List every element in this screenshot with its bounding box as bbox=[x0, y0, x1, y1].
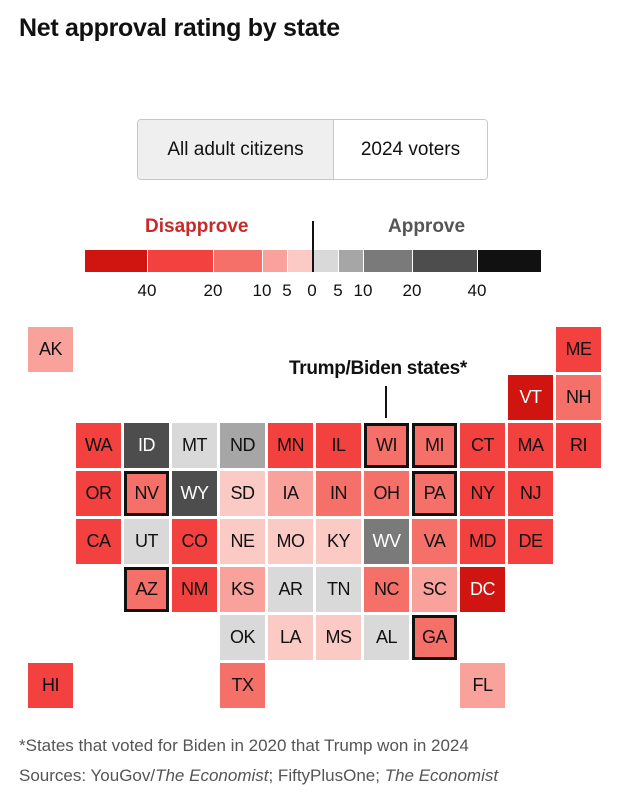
sources-italic-2: The Economist bbox=[384, 766, 499, 785]
state-tile-wi[interactable]: WI bbox=[364, 423, 409, 468]
legend-tick: 10 bbox=[252, 281, 272, 300]
state-tile-ks[interactable]: KS bbox=[220, 567, 265, 612]
state-tile-tn[interactable]: TN bbox=[316, 567, 361, 612]
legend-swatch bbox=[339, 250, 363, 272]
state-tile-nd[interactable]: ND bbox=[220, 423, 265, 468]
state-tile-mo[interactable]: MO bbox=[268, 519, 313, 564]
state-tile-ne[interactable]: NE bbox=[220, 519, 265, 564]
state-tile-ut[interactable]: UT bbox=[124, 519, 169, 564]
footnote: *States that voted for Biden in 2020 tha… bbox=[19, 736, 469, 755]
state-tile-ok[interactable]: OK bbox=[220, 615, 265, 660]
state-tile-wa[interactable]: WA bbox=[76, 423, 121, 468]
legend-swatch bbox=[364, 250, 412, 272]
sources-prefix: Sources: YouGov/ bbox=[19, 766, 156, 785]
legend-swatch bbox=[263, 250, 287, 272]
state-tile-ar[interactable]: AR bbox=[268, 567, 313, 612]
legend-tick: 20 bbox=[203, 281, 223, 300]
state-tile-nv[interactable]: NV bbox=[124, 471, 169, 516]
state-tile-co[interactable]: CO bbox=[172, 519, 217, 564]
audience-toggle[interactable]: All adult citizens 2024 voters bbox=[137, 119, 488, 180]
state-tile-sd[interactable]: SD bbox=[220, 471, 265, 516]
state-tile-dc[interactable]: DC bbox=[460, 567, 505, 612]
state-tile-md[interactable]: MD bbox=[460, 519, 505, 564]
state-tile-ia[interactable]: IA bbox=[268, 471, 313, 516]
state-tile-ny[interactable]: NY bbox=[460, 471, 505, 516]
state-tile-sc[interactable]: SC bbox=[412, 567, 457, 612]
state-tile-pa[interactable]: PA bbox=[412, 471, 457, 516]
state-tile-oh[interactable]: OH bbox=[364, 471, 409, 516]
sources: Sources: YouGov/The Economist; FiftyPlus… bbox=[19, 766, 498, 786]
legend-tick: 40 bbox=[137, 281, 157, 300]
legend-swatch bbox=[148, 250, 213, 272]
sources-mid: ; FiftyPlusOne; bbox=[268, 766, 385, 785]
state-tile-vt[interactable]: VT bbox=[508, 375, 553, 420]
state-tile-nh[interactable]: NH bbox=[556, 375, 601, 420]
legend-disapprove-label: Disapprove bbox=[145, 216, 249, 237]
legend-swatch bbox=[478, 250, 541, 272]
state-tile-ms[interactable]: MS bbox=[316, 615, 361, 660]
state-tile-ky[interactable]: KY bbox=[316, 519, 361, 564]
legend-swatch bbox=[313, 250, 338, 272]
state-tile-hi[interactable]: HI bbox=[28, 663, 73, 708]
toggle-2024-voters[interactable]: 2024 voters bbox=[334, 120, 487, 179]
page-title: Net approval rating by state bbox=[19, 14, 340, 42]
legend-approve-label: Approve bbox=[388, 216, 466, 237]
state-tile-mi[interactable]: MI bbox=[412, 423, 457, 468]
state-tile-mn[interactable]: MN bbox=[268, 423, 313, 468]
state-tile-de[interactable]: DE bbox=[508, 519, 553, 564]
state-tile-fl[interactable]: FL bbox=[460, 663, 505, 708]
legend-swatch bbox=[85, 250, 147, 272]
state-tile-ca[interactable]: CA bbox=[76, 519, 121, 564]
legend-tick: 10 bbox=[353, 281, 373, 300]
state-tile-va[interactable]: VA bbox=[412, 519, 457, 564]
toggle-all-adult-citizens[interactable]: All adult citizens bbox=[138, 120, 334, 179]
state-tile-wv[interactable]: WV bbox=[364, 519, 409, 564]
state-tile-ak[interactable]: AK bbox=[28, 327, 73, 372]
state-tile-nj[interactable]: NJ bbox=[508, 471, 553, 516]
annotation-line bbox=[385, 386, 387, 418]
state-tile-ga[interactable]: GA bbox=[412, 615, 457, 660]
annotation-trump-biden: Trump/Biden states* bbox=[289, 358, 468, 379]
state-tile-in[interactable]: IN bbox=[316, 471, 361, 516]
state-tile-mt[interactable]: MT bbox=[172, 423, 217, 468]
state-tile-tx[interactable]: TX bbox=[220, 663, 265, 708]
state-tile-me[interactable]: ME bbox=[556, 327, 601, 372]
legend-swatch bbox=[413, 250, 477, 272]
state-tile-al[interactable]: AL bbox=[364, 615, 409, 660]
legend-tick: 40 bbox=[467, 281, 487, 300]
state-tile-nm[interactable]: NM bbox=[172, 567, 217, 612]
legend-swatch bbox=[288, 250, 312, 272]
legend-tick: 0 bbox=[307, 281, 317, 300]
legend-zero-line bbox=[312, 221, 314, 272]
state-tile-la[interactable]: LA bbox=[268, 615, 313, 660]
legend-swatch bbox=[214, 250, 262, 272]
state-tile-id[interactable]: ID bbox=[124, 423, 169, 468]
state-tile-wy[interactable]: WY bbox=[172, 471, 217, 516]
state-tile-ct[interactable]: CT bbox=[460, 423, 505, 468]
state-tile-az[interactable]: AZ bbox=[124, 567, 169, 612]
state-tile-ri[interactable]: RI bbox=[556, 423, 601, 468]
sources-italic-1: The Economist bbox=[155, 766, 269, 785]
legend-tick: 5 bbox=[282, 281, 292, 300]
state-tile-il[interactable]: IL bbox=[316, 423, 361, 468]
state-tile-ma[interactable]: MA bbox=[508, 423, 553, 468]
legend-tick: 20 bbox=[402, 281, 422, 300]
state-tile-nc[interactable]: NC bbox=[364, 567, 409, 612]
legend-tick: 5 bbox=[333, 281, 343, 300]
state-tile-or[interactable]: OR bbox=[76, 471, 121, 516]
